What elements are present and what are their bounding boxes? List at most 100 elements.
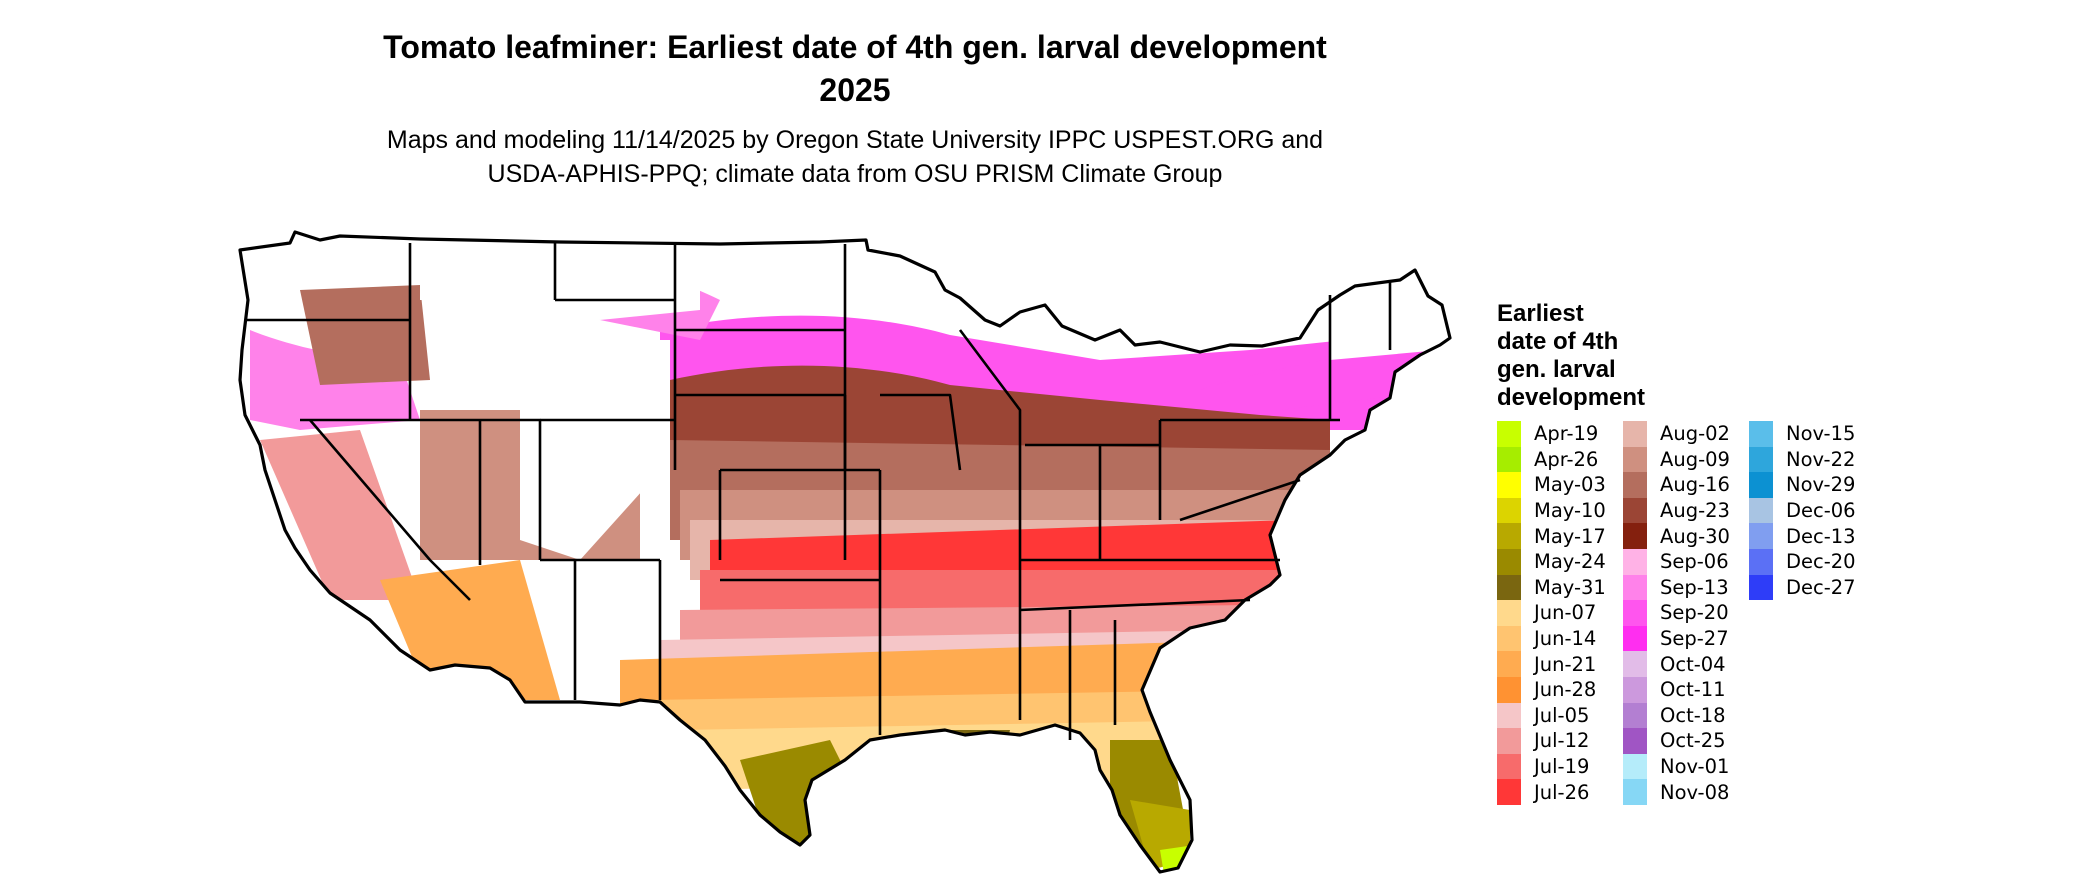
legend-label: May-31 <box>1534 575 1606 599</box>
legend-item: Sep-20 <box>1623 600 1749 626</box>
legend-label: May-24 <box>1534 550 1606 574</box>
legend-swatch <box>1749 497 1773 524</box>
legend-swatch <box>1497 446 1521 473</box>
legend-label: Apr-26 <box>1534 447 1599 471</box>
legend-label: Dec-27 <box>1786 575 1856 599</box>
state-border <box>880 393 962 471</box>
legend-label: Nov-22 <box>1786 447 1856 471</box>
legend-label: Dec-13 <box>1786 524 1856 548</box>
legend-swatch <box>1623 625 1647 652</box>
legend-swatch <box>1749 446 1773 473</box>
zone-none-new-england <box>1330 280 1440 360</box>
legend-label: Aug-16 <box>1660 473 1730 497</box>
legend-swatch <box>1497 702 1521 729</box>
title-line-2: 2025 <box>819 72 891 108</box>
legend-swatch <box>1623 472 1647 498</box>
legend-swatch <box>1497 548 1521 575</box>
legend-item: Nov-29 <box>1749 472 1875 498</box>
legend-swatch <box>1497 779 1521 805</box>
legend-label: Aug-02 <box>1660 422 1730 446</box>
zone-sep-northeast <box>1200 345 1400 420</box>
legend-swatch <box>1623 446 1647 473</box>
legend-label: Nov-15 <box>1786 422 1856 446</box>
legend-title-line-3: gen. larval <box>1497 356 1616 383</box>
state-borders <box>245 242 1392 740</box>
legend-swatch <box>1497 651 1521 677</box>
legend-item: May-31 <box>1497 574 1623 601</box>
legend-item: Aug-02 <box>1623 421 1749 447</box>
zone-jul-california <box>260 430 420 600</box>
legend-label: Oct-11 <box>1660 678 1726 702</box>
legend-label: Oct-25 <box>1660 729 1726 753</box>
subtitle-line-2: USDA-APHIS-PPQ; climate data from OSU PR… <box>487 160 1223 188</box>
state-border <box>1179 478 1301 522</box>
legend-label: Oct-18 <box>1660 703 1726 727</box>
legend-column: Apr-19 Apr-26 May-03 May-10 May-17 May-24 May-… <box>1497 421 1623 805</box>
legend-swatch <box>1623 548 1647 575</box>
subtitle-line-1: Maps and modeling 11/14/2025 by Oregon S… <box>386 126 1324 154</box>
legend-item: Dec-27 <box>1749 574 1875 601</box>
legend-item: Sep-06 <box>1623 548 1749 575</box>
legend-swatch <box>1749 523 1773 549</box>
legend-swatch <box>1497 600 1521 626</box>
legend-swatch <box>1497 574 1521 601</box>
legend-swatch <box>1623 702 1647 729</box>
legend-swatch <box>1623 421 1647 447</box>
legend-swatch <box>1497 753 1521 780</box>
legend-swatch <box>1623 728 1647 754</box>
legend-item: Jun-21 <box>1497 651 1623 677</box>
legend-swatch <box>1497 497 1521 524</box>
legend-item: Apr-19 <box>1497 421 1623 447</box>
legend-swatch <box>1623 600 1647 626</box>
legend-label: Jun-21 <box>1534 652 1597 676</box>
legend-swatch <box>1497 676 1521 703</box>
legend-item: Oct-18 <box>1623 702 1749 729</box>
legend-title-line-4: development <box>1497 384 1646 411</box>
legend-swatch <box>1749 421 1773 447</box>
us-outline <box>238 230 1452 874</box>
legend-item: Dec-06 <box>1749 497 1875 524</box>
legend-item: Oct-25 <box>1623 728 1749 754</box>
state-border <box>958 329 1022 560</box>
legend-item: Aug-23 <box>1623 497 1749 524</box>
legend-item: Dec-20 <box>1749 548 1875 575</box>
legend-swatch <box>1749 548 1773 575</box>
zone-apr-keys <box>1160 845 1195 872</box>
map-subtitle: Maps and modeling 11/14/2025 by Oregon S… <box>280 123 1430 191</box>
zone-may-louisiana <box>950 730 1010 770</box>
legend-label: Jul-05 <box>1534 703 1590 727</box>
legend-label: Jul-19 <box>1534 755 1590 779</box>
legend-item: Jun-28 <box>1497 676 1623 703</box>
legend-label: Sep-27 <box>1660 627 1729 651</box>
legend-label: May-17 <box>1534 524 1606 548</box>
legend-label: Dec-20 <box>1786 550 1856 574</box>
legend-swatch <box>1623 676 1647 703</box>
legend-swatch <box>1623 651 1647 677</box>
legend-title-line-1: Earliest <box>1497 300 1584 327</box>
legend-item: Nov-22 <box>1749 446 1875 473</box>
legend-column: Aug-02 Aug-09 Aug-16 Aug-23 Aug-30 Sep-06 Sep-… <box>1623 421 1749 805</box>
legend-swatch <box>1623 753 1647 780</box>
legend-label: Sep-13 <box>1660 575 1729 599</box>
legend-item: May-10 <box>1497 497 1623 524</box>
legend-item: May-24 <box>1497 548 1623 575</box>
legend-item: Sep-13 <box>1623 574 1749 601</box>
legend-label: May-10 <box>1534 499 1606 523</box>
legend-label: Jun-28 <box>1534 678 1597 702</box>
legend-swatch <box>1497 472 1521 498</box>
legend-label: Sep-06 <box>1660 550 1729 574</box>
legend-label: Aug-30 <box>1660 524 1730 548</box>
legend-label: Nov-29 <box>1786 473 1856 497</box>
legend-swatch <box>1497 625 1521 652</box>
state-border <box>1019 598 1251 612</box>
legend-item: Aug-30 <box>1623 523 1749 549</box>
legend-label: Aug-23 <box>1660 499 1730 523</box>
title-line-1: Tomato leafminer: Earliest date of 4th g… <box>383 29 1327 65</box>
legend-swatch <box>1623 497 1647 524</box>
legend-label: Dec-06 <box>1786 499 1856 523</box>
legend-swatch <box>1623 574 1647 601</box>
legend-swatch <box>1497 728 1521 754</box>
legend-item: Jul-26 <box>1497 779 1623 805</box>
legend-item: Jun-14 <box>1497 625 1623 652</box>
